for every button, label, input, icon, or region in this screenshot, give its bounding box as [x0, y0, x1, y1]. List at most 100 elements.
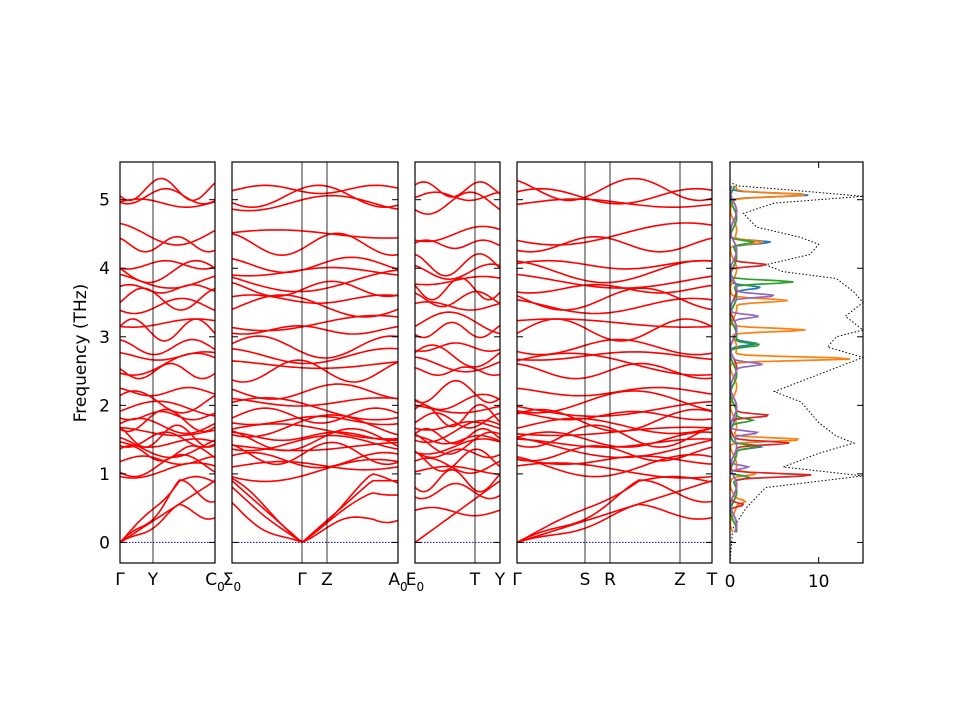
band-curve	[119, 177, 216, 202]
band-curve	[516, 400, 713, 418]
band-curve	[231, 184, 399, 195]
band-curve	[414, 300, 501, 311]
band-panel-frame	[414, 161, 501, 564]
band-curve	[516, 187, 713, 205]
x-tick-label: T	[469, 570, 481, 590]
band-curve	[231, 441, 399, 452]
band-curve	[516, 259, 713, 270]
band-curve	[414, 427, 501, 445]
band-curve	[119, 259, 216, 284]
dos-x-tick-label: 0	[725, 572, 736, 592]
x-tick-label: Z	[321, 570, 333, 590]
band-curve	[231, 280, 399, 298]
band-curve	[119, 386, 216, 397]
partial-dos-curve	[729, 185, 794, 533]
band-curve	[231, 407, 399, 424]
band-curve	[119, 400, 216, 417]
band-curve	[516, 410, 713, 421]
band-curve	[231, 396, 399, 407]
band-curve	[119, 235, 216, 253]
band-curve	[231, 229, 399, 239]
y-tick-label: 0	[99, 533, 110, 553]
x-tick-label: Γ	[512, 570, 522, 590]
band-curve	[119, 283, 216, 294]
band-curve	[119, 462, 216, 479]
band-curve	[414, 321, 501, 339]
band-curve	[231, 324, 399, 335]
band-curve	[516, 318, 713, 328]
band-curve	[119, 390, 216, 414]
band-curve	[119, 259, 216, 270]
band-curve	[516, 431, 713, 448]
band-curve	[231, 415, 399, 426]
band-curve	[516, 198, 713, 208]
band-curve	[516, 424, 713, 448]
band-curve	[414, 465, 501, 476]
band-curve	[231, 441, 399, 466]
band-curve	[516, 386, 713, 397]
band-curve	[119, 362, 216, 380]
band-curve	[231, 232, 399, 257]
band-curve	[516, 273, 713, 289]
band-curve	[516, 417, 713, 435]
band-curve	[414, 191, 501, 202]
band-curve	[119, 455, 216, 466]
band-curve	[414, 482, 501, 500]
band-curve	[119, 338, 216, 356]
band-curve	[414, 404, 501, 414]
band-curve	[119, 222, 216, 246]
x-tick-label: Y	[494, 570, 506, 590]
band-curve	[414, 277, 501, 301]
band-curve	[231, 266, 399, 277]
band-curve	[414, 181, 501, 198]
x-tick-label: Σ0	[223, 570, 241, 594]
x-tick-label: E0	[406, 570, 424, 594]
band-curve	[516, 177, 713, 202]
band-curve	[231, 294, 399, 304]
band-curve	[414, 239, 501, 250]
band-curve	[516, 259, 713, 284]
y-tick-label: 3	[99, 328, 110, 348]
band-curve	[516, 453, 713, 478]
band-curve	[414, 448, 501, 459]
band-curve	[231, 434, 399, 452]
band-curve	[516, 479, 713, 544]
band-curve	[414, 311, 501, 335]
band-curve	[414, 253, 501, 277]
band-curve	[119, 503, 216, 544]
band-curve	[516, 362, 713, 380]
x-tick-label: Z	[674, 570, 686, 590]
band-curve	[516, 287, 713, 311]
band-curve	[516, 222, 713, 246]
x-tick-label: Γ	[115, 570, 125, 590]
band-curve	[414, 480, 501, 544]
band-curve	[231, 502, 399, 544]
band-curve	[231, 486, 399, 543]
band-curve	[231, 359, 399, 383]
band-curve	[414, 344, 501, 368]
band-curve	[414, 393, 501, 411]
band-curve	[516, 436, 713, 459]
band-curve	[231, 184, 399, 209]
band-curve	[414, 366, 501, 377]
band-curve	[516, 479, 713, 544]
band-panel-frame	[231, 161, 399, 564]
band-curve	[414, 457, 501, 475]
band-curve	[231, 294, 399, 318]
x-tick-label: T	[706, 570, 718, 590]
band-curve	[231, 360, 399, 370]
y-tick-label: 5	[99, 191, 110, 211]
band-panel-frame	[516, 161, 713, 564]
band-curve	[414, 431, 501, 455]
band-curve	[231, 383, 399, 400]
band-curve	[414, 191, 501, 215]
band-curve	[414, 290, 501, 308]
band-panel-frame	[119, 161, 216, 564]
band-curve	[516, 408, 713, 433]
band-curve	[516, 351, 713, 361]
band-curve	[119, 287, 216, 311]
x-tick-label: R	[604, 570, 616, 590]
partial-dos-curve	[729, 185, 809, 533]
band-curve	[119, 479, 216, 543]
band-curve	[119, 410, 216, 421]
